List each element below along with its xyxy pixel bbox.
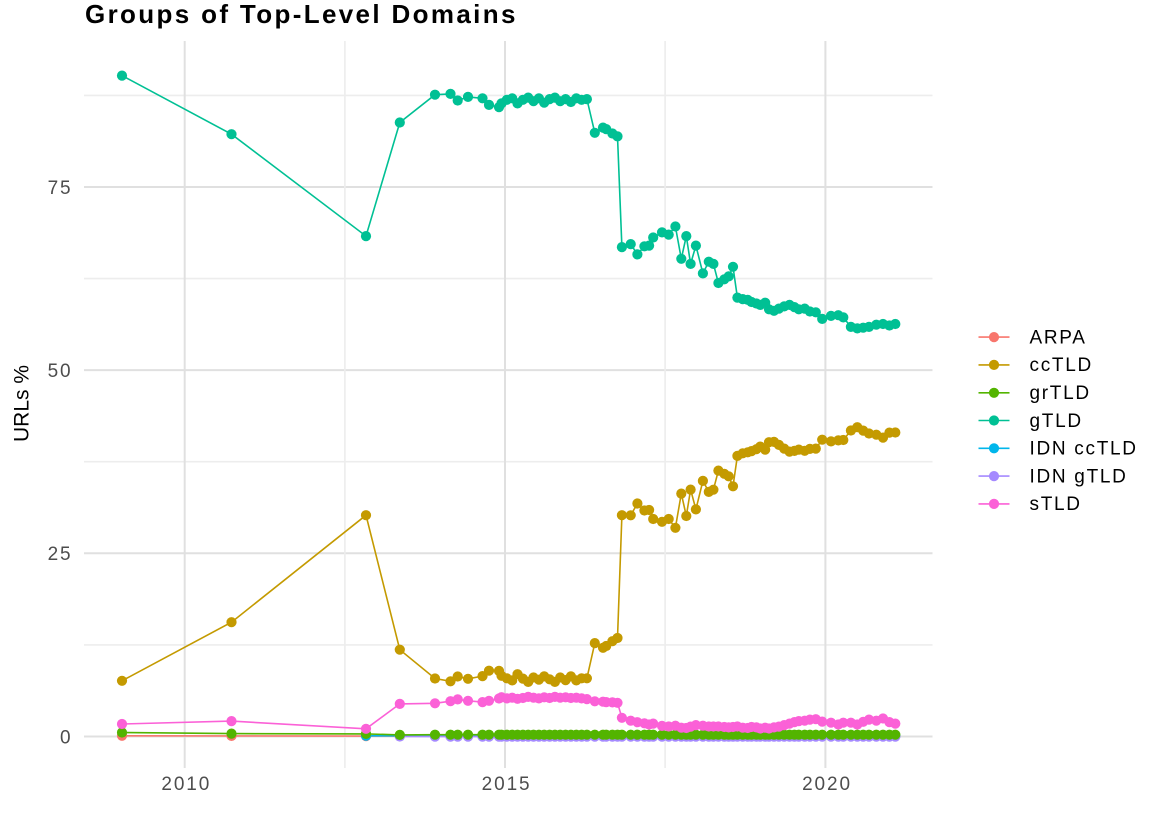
svg-text:IDN ccTLD: IDN ccTLD (1030, 439, 1138, 460)
svg-text:gTLD: gTLD (1030, 411, 1083, 432)
svg-text:2020: 2020 (802, 774, 852, 795)
svg-text:sTLD: sTLD (1030, 494, 1082, 515)
svg-text:grTLD: grTLD (1030, 383, 1091, 404)
svg-text:75: 75 (48, 178, 73, 199)
svg-text:Groups of Top-Level Domains: Groups of Top-Level Domains (85, 0, 518, 29)
svg-text:50: 50 (48, 361, 73, 382)
svg-text:2010: 2010 (161, 774, 211, 795)
svg-text:ARPA: ARPA (1030, 327, 1087, 348)
svg-text:ccTLD: ccTLD (1030, 355, 1093, 376)
svg-text:0: 0 (60, 727, 72, 748)
svg-text:IDN gTLD: IDN gTLD (1030, 466, 1128, 487)
svg-text:2015: 2015 (482, 774, 532, 795)
svg-text:URLs %: URLs % (11, 365, 34, 442)
svg-text:25: 25 (48, 544, 73, 565)
